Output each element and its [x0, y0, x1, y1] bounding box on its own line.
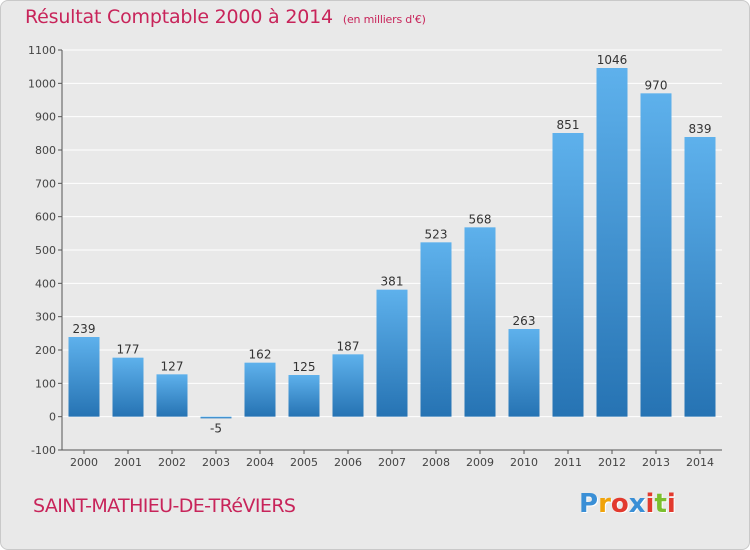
- data-label: 568: [469, 212, 492, 226]
- logo-letter: i: [666, 489, 676, 519]
- unit-label: (en milliers d'€): [342, 13, 426, 26]
- x-tick-label: 2013: [642, 456, 670, 469]
- y-tick-label: 400: [35, 277, 56, 290]
- y-tick-label: 700: [35, 177, 56, 190]
- y-tick-label: 600: [35, 211, 56, 224]
- data-label: 263: [513, 314, 536, 328]
- data-label: 381: [381, 275, 404, 289]
- bar: [420, 242, 452, 417]
- x-tick-label: 2010: [510, 456, 538, 469]
- title-text: Résultat Comptable 2000 à 2014: [25, 6, 333, 28]
- data-label: 1046: [597, 53, 628, 67]
- data-label: -5: [210, 421, 222, 435]
- bar: [332, 354, 364, 417]
- logo-letter: r: [598, 489, 611, 519]
- x-tick-label: 2012: [598, 456, 626, 469]
- data-label: 125: [293, 360, 316, 374]
- bar: [552, 133, 584, 417]
- data-label: 839: [689, 122, 712, 136]
- data-label: 187: [337, 339, 360, 353]
- logo-letter: x: [628, 489, 646, 519]
- x-tick-label: 2009: [466, 456, 494, 469]
- x-tick-label: 2011: [554, 456, 582, 469]
- bar: [156, 374, 188, 417]
- x-tick-label: 2008: [422, 456, 450, 469]
- y-tick-label: 900: [35, 111, 56, 124]
- chart-title: Résultat Comptable 2000 à 2014 (en millie…: [25, 6, 426, 28]
- data-label: 239: [73, 322, 96, 336]
- x-tick-label: 2014: [686, 456, 714, 469]
- bar: [244, 362, 276, 417]
- axes: -100 0 100 200 300 400 500 600 700 800 900 1000 1100: [28, 44, 722, 457]
- y-tick-label: 1000: [28, 77, 56, 90]
- x-tick-label: 2006: [334, 456, 362, 469]
- y-tick-label: 800: [35, 144, 56, 157]
- bar: [376, 289, 408, 417]
- data-label: 851: [557, 118, 580, 132]
- y-tick-label: 500: [35, 244, 56, 257]
- logo-letter: i: [645, 489, 655, 519]
- logo-letter: t: [654, 489, 667, 519]
- place-name: SAINT-MATHIEU-DE-TRéVIERS: [33, 495, 296, 517]
- x-tick-label: 2002: [158, 456, 186, 469]
- labels: 239 2000 177 2001 127 2002 -5 2003 162 2004 125 200…: [70, 53, 714, 469]
- data-label: 177: [117, 343, 140, 357]
- x-tick-label: 2000: [70, 456, 98, 469]
- y-tick-label: 0: [49, 411, 56, 424]
- x-tick-label: 2004: [246, 456, 274, 469]
- y-tick-label: 300: [35, 311, 56, 324]
- bar: [684, 137, 716, 417]
- y-tick-label: 100: [35, 377, 56, 390]
- bar: [288, 375, 320, 417]
- bar: [596, 68, 628, 417]
- x-tick-label: 2003: [202, 456, 230, 469]
- bar: [464, 227, 496, 417]
- y-tick-label: -100: [31, 444, 56, 457]
- data-label: 970: [645, 78, 668, 92]
- bar: [112, 357, 144, 417]
- data-label: 162: [249, 348, 272, 362]
- data-label: 127: [161, 359, 184, 373]
- x-tick-label: 2005: [290, 456, 318, 469]
- logo-letter: o: [610, 489, 629, 519]
- logo-letter: P: [579, 489, 599, 519]
- bars: [68, 68, 716, 419]
- bar: [68, 337, 100, 417]
- y-tick-label: 1100: [28, 44, 56, 57]
- bar: [640, 93, 672, 417]
- y-tick-label: 200: [35, 344, 56, 357]
- data-label: 523: [425, 227, 448, 241]
- bar: [508, 329, 540, 417]
- proxiti-logo: Proxiti: [579, 489, 676, 519]
- x-tick-label: 2001: [114, 456, 142, 469]
- bar: [200, 416, 232, 419]
- x-tick-label: 2007: [378, 456, 406, 469]
